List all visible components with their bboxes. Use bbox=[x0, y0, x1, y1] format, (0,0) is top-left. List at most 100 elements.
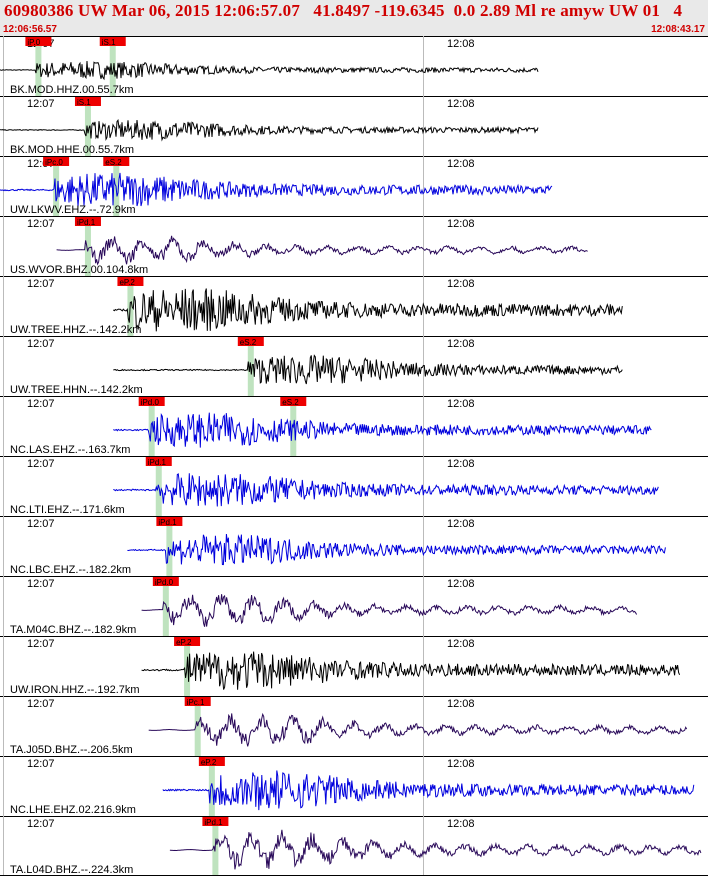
time-tick-label: 12:08 bbox=[447, 338, 475, 350]
pick-marker bbox=[145, 457, 172, 466]
time-tick-label: 12:08 bbox=[447, 698, 475, 710]
trace-label: UW.IRON.HHZ.--.192.7km bbox=[10, 684, 140, 696]
trace-label: BK.MOD.HHZ.00.55.7km bbox=[10, 84, 133, 96]
pick-window bbox=[148, 397, 155, 456]
header-bar: 60980386 UW Mar 06, 2015 12:06:57.07 41.… bbox=[0, 0, 708, 36]
pick-label: iPd.1 bbox=[148, 458, 167, 467]
pick-marker bbox=[237, 337, 264, 346]
pick-marker bbox=[174, 637, 201, 646]
pick-marker bbox=[25, 37, 52, 46]
time-tick-label: 12:07 bbox=[27, 98, 55, 110]
pick-label: iS.1 bbox=[77, 98, 91, 107]
pick-marker bbox=[74, 217, 101, 226]
time-tick-label: 12:08 bbox=[447, 758, 475, 770]
waveform-trace bbox=[113, 412, 652, 448]
event-title: 60980386 UW Mar 06, 2015 12:06:57.07 41.… bbox=[4, 1, 683, 20]
pick-label: eS.2 bbox=[105, 158, 122, 167]
pick-window bbox=[166, 517, 173, 576]
waveform-trace bbox=[0, 119, 539, 142]
trace-label: US.WVOR.BHZ.00.104.8km bbox=[10, 264, 148, 276]
time-tick-label: 12:08 bbox=[447, 218, 475, 230]
pick-window bbox=[84, 97, 91, 156]
pick-window bbox=[194, 697, 201, 756]
pick-marker bbox=[43, 157, 70, 166]
time-tick-label: 12:08 bbox=[447, 98, 475, 110]
time-tick-label: 12:07 bbox=[27, 218, 55, 230]
time-tick-label: 12:08 bbox=[447, 818, 475, 830]
time-tick-label: 12:08 bbox=[447, 38, 475, 50]
time-tick-label: 12:07 bbox=[27, 638, 55, 650]
trace-label: UW.TREE.HHN.--.142.2km bbox=[10, 384, 143, 396]
pick-label: eP.2 bbox=[176, 638, 192, 647]
pick-window bbox=[109, 37, 116, 96]
pick-label: iPd.0 bbox=[141, 398, 160, 407]
pick-window bbox=[84, 217, 91, 276]
waveform-trace bbox=[141, 594, 638, 627]
waveform-trace bbox=[127, 533, 666, 566]
trace-label: NC.LAS.EHZ.--.163.7km bbox=[10, 444, 130, 456]
pick-marker bbox=[156, 517, 183, 526]
time-tick-label: 12:08 bbox=[447, 278, 475, 290]
trace-label: TA.L04D.BHZ.--.224.3km bbox=[10, 864, 133, 876]
pick-marker bbox=[198, 757, 225, 766]
pick-marker bbox=[280, 397, 307, 406]
time-tick-label: 12:07 bbox=[27, 398, 55, 410]
pick-label: eP.2 bbox=[201, 758, 217, 767]
waveform-trace bbox=[162, 770, 695, 811]
pick-label: iP.0 bbox=[27, 38, 40, 47]
time-tick-label: 12:07 bbox=[27, 818, 55, 830]
pick-label: iPc.1 bbox=[187, 698, 205, 707]
time-tick-label: 12:08 bbox=[447, 158, 475, 170]
pick-marker bbox=[103, 157, 130, 166]
pick-label: iPd.1 bbox=[204, 818, 223, 827]
pick-label: eS.2 bbox=[282, 398, 299, 407]
trace-label: TA.J05D.BHZ.--.206.5km bbox=[10, 744, 133, 756]
trace-label: UW.TREE.HHZ.--.142.2km bbox=[10, 324, 141, 336]
pick-label: eS.2 bbox=[240, 338, 257, 347]
trace-label: TA.M04C.BHZ.--.182.9km bbox=[10, 624, 136, 636]
time-tick-label: 12:08 bbox=[447, 518, 475, 530]
time-tick-label: 12:08 bbox=[447, 458, 475, 470]
trace-label: BK.MOD.HHE.00.55.7km bbox=[10, 144, 134, 156]
waveform-trace bbox=[169, 829, 702, 870]
pick-window bbox=[35, 37, 42, 96]
time-tick-label: 12:07 bbox=[27, 698, 55, 710]
waveform-trace bbox=[0, 60, 539, 81]
waveform-trace bbox=[112, 288, 623, 332]
pick-window bbox=[53, 157, 60, 216]
trace-label: NC.LTI.EHZ.--.171.6km bbox=[10, 504, 125, 516]
time-tick-label: 12:07 bbox=[27, 578, 55, 590]
pick-marker bbox=[184, 697, 211, 706]
waveform-trace bbox=[0, 172, 553, 207]
pick-label: eP.2 bbox=[119, 278, 135, 287]
start-time: 12:06:56.57 bbox=[3, 24, 57, 35]
pick-label: iPd.0 bbox=[155, 578, 174, 587]
trace-label: UW.LKWV.EHZ.--.72.9km bbox=[10, 204, 136, 216]
end-time: 12:08:43.17 bbox=[651, 24, 705, 35]
record-section-plot: 12:07 12:08 iP.0 iS.1 BK.MOD.HHZ.00.55.7km 12… bbox=[0, 36, 708, 876]
pick-label: iS.1 bbox=[102, 38, 116, 47]
time-tick-label: 12:07 bbox=[27, 758, 55, 770]
time-tick-label: 12:08 bbox=[447, 578, 475, 590]
pick-window bbox=[208, 757, 215, 816]
pick-label: iPd.1 bbox=[158, 518, 177, 527]
pick-marker bbox=[152, 577, 179, 586]
trace-label: NC.LHE.EHZ.02.216.9km bbox=[10, 804, 136, 816]
trace-label: NC.LBC.EHZ.--.182.2km bbox=[10, 564, 131, 576]
waveform-trace bbox=[56, 235, 588, 266]
waveform-trace bbox=[141, 651, 681, 690]
pick-marker bbox=[99, 37, 126, 46]
time-tick-label: 12:08 bbox=[447, 638, 475, 650]
pick-marker bbox=[138, 397, 165, 406]
time-tick-label: 12:07 bbox=[27, 278, 55, 290]
time-tick-label: 12:07 bbox=[27, 518, 55, 530]
waveform-trace bbox=[148, 712, 688, 747]
pick-marker bbox=[117, 277, 144, 286]
pick-label: iPd.1 bbox=[77, 218, 96, 227]
waveform-trace bbox=[113, 354, 623, 385]
pick-label: iPc.0 bbox=[45, 158, 63, 167]
time-tick-label: 12:08 bbox=[447, 398, 475, 410]
time-tick-label: 12:07 bbox=[27, 338, 55, 350]
pick-marker bbox=[202, 817, 229, 826]
waveform-trace bbox=[113, 473, 659, 507]
